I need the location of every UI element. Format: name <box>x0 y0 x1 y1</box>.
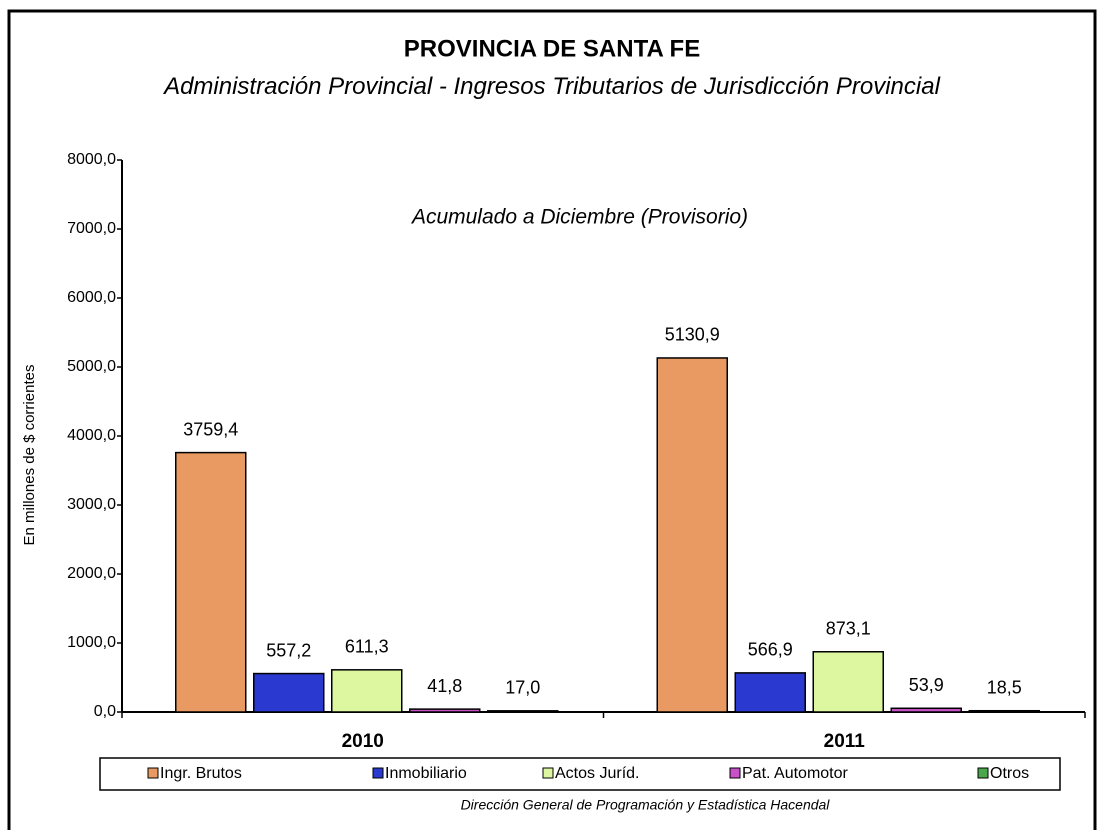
annotation: Acumulado a Diciembre (Provisorio) <box>410 206 748 229</box>
frame <box>7 9 1097 830</box>
bar <box>175 451 247 713</box>
y-tick-label: 6000,0 <box>67 289 116 306</box>
bar <box>253 672 325 713</box>
x-tick-label: 2010 <box>342 731 384 752</box>
y-axis-label: En millones de $ corrientes <box>21 365 38 546</box>
y-tick-label: 7000,0 <box>67 220 116 237</box>
bar <box>890 707 962 713</box>
bar <box>409 708 481 713</box>
value-label: 873,1 <box>826 619 871 639</box>
value-label: 611,3 <box>345 637 389 657</box>
source: Dirección General de Programación y Esta… <box>461 797 831 813</box>
y-tick-label: 5000,0 <box>67 358 116 375</box>
y-tick-label: 4000,0 <box>67 427 116 444</box>
bar <box>968 709 1040 713</box>
legend-swatch <box>372 767 384 779</box>
y-tick-label: 3000,0 <box>67 496 116 513</box>
legend-label: Ingr. Brutos <box>160 765 242 782</box>
y-tick-label: 1000,0 <box>67 634 116 651</box>
value-label: 18,5 <box>987 677 1022 697</box>
y-tick-label: 8000,0 <box>67 151 116 168</box>
legend-swatch <box>147 767 159 779</box>
legend-label: Actos Juríd. <box>555 765 639 782</box>
bar <box>331 669 403 713</box>
y-tick-label: 0,0 <box>94 703 116 720</box>
x-tick-label: 2011 <box>824 731 866 752</box>
value-label: 53,9 <box>909 675 944 695</box>
value-label: 3759,4 <box>183 419 238 439</box>
bar <box>734 672 806 713</box>
legend-label: Pat. Automotor <box>742 765 849 782</box>
chart-title: PROVINCIA DE SANTA FE <box>404 35 700 62</box>
chart-subtitle: Administración Provincial - Ingresos Tri… <box>164 73 940 100</box>
value-label: 5130,9 <box>665 325 720 345</box>
bar <box>812 651 884 713</box>
legend-label: Inmobiliario <box>385 765 467 782</box>
value-label: 557,2 <box>266 640 311 660</box>
y-tick-label: 2000,0 <box>67 565 116 582</box>
value-label: 41,8 <box>427 676 462 696</box>
legend-swatch <box>729 767 741 779</box>
legend-swatch <box>977 767 989 779</box>
value-label: 17,0 <box>505 678 540 698</box>
legend-swatch <box>542 767 554 779</box>
bar <box>656 357 728 713</box>
legend-box <box>99 757 1061 791</box>
legend-label: Otros <box>990 765 1029 782</box>
value-label: 566,9 <box>748 640 793 660</box>
bar <box>487 710 559 713</box>
